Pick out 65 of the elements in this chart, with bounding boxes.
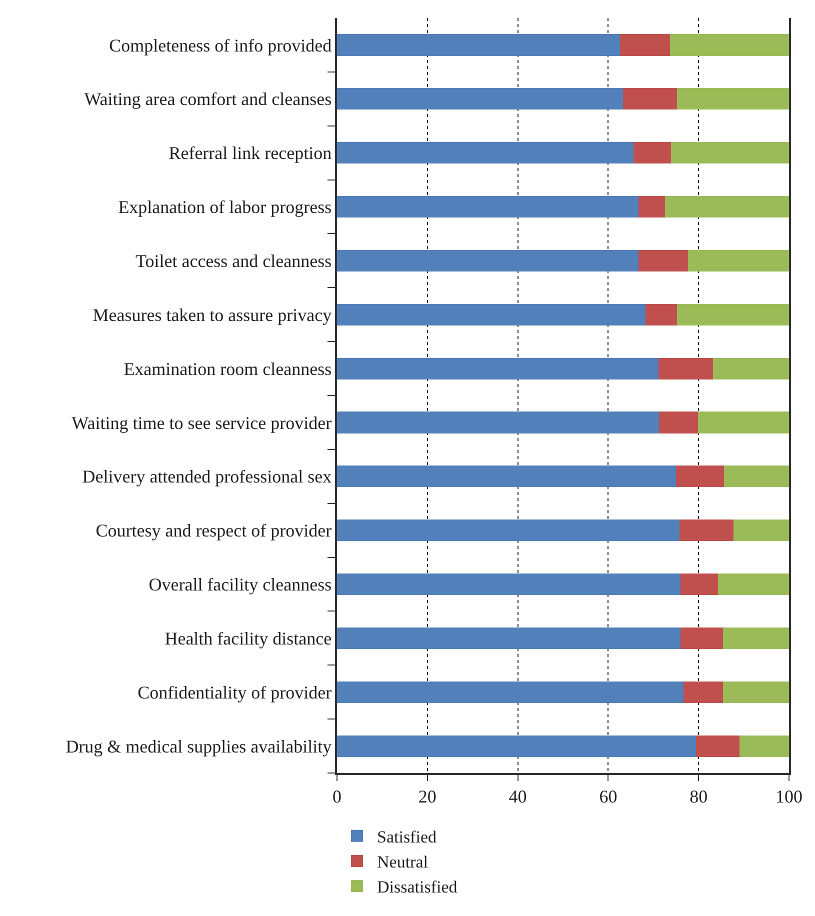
y-tick-label: Drug & medical supplies availability bbox=[66, 736, 332, 756]
bar bbox=[718, 573, 789, 596]
bar bbox=[680, 627, 724, 649]
y-tick-label: Referral link reception bbox=[168, 143, 332, 164]
x-tick-label: 100 bbox=[776, 786, 802, 806]
bar bbox=[676, 466, 724, 488]
y-tick-label: Waiting area comfort and cleanses bbox=[84, 89, 332, 110]
y-tick-label: Completeness of info provided bbox=[109, 35, 332, 56]
x-tick-label: 0 bbox=[332, 786, 342, 806]
legend-label: Satisfied bbox=[377, 827, 437, 846]
bar bbox=[724, 466, 789, 488]
bar bbox=[638, 196, 666, 218]
bar bbox=[688, 250, 789, 272]
bar bbox=[620, 34, 670, 56]
legend-label: Dissatisfied bbox=[377, 878, 458, 897]
bar bbox=[658, 412, 698, 434]
bar bbox=[337, 196, 638, 218]
bar bbox=[658, 358, 714, 380]
y-tick-label: Courtesy and respect of provider bbox=[96, 520, 332, 541]
bar bbox=[623, 88, 677, 110]
bar bbox=[713, 358, 789, 380]
bar bbox=[337, 358, 658, 380]
y-tick-label: Delivery attended professional sex bbox=[82, 466, 332, 487]
bar bbox=[337, 88, 624, 110]
y-tick-label: Health facility distance bbox=[164, 628, 332, 648]
x-tick-label: 20 bbox=[418, 786, 436, 806]
bar bbox=[337, 735, 696, 757]
bar bbox=[698, 412, 789, 434]
bar bbox=[645, 304, 677, 326]
bar bbox=[680, 520, 734, 542]
x-tick-label: 40 bbox=[508, 786, 527, 806]
bar bbox=[337, 573, 681, 596]
bar bbox=[676, 304, 789, 326]
bar bbox=[337, 466, 676, 488]
x-tick-label: 60 bbox=[599, 786, 618, 806]
bar bbox=[337, 34, 620, 56]
bar bbox=[634, 142, 672, 164]
bar bbox=[676, 88, 789, 110]
bar bbox=[337, 250, 638, 272]
y-tick-label: Explanation of labor progress bbox=[118, 197, 332, 218]
bar bbox=[665, 196, 789, 218]
bar bbox=[684, 681, 724, 703]
y-tick-label: Examination room cleanness bbox=[124, 358, 332, 379]
bar bbox=[733, 520, 789, 542]
y-tick-label: Confidentiality of provider bbox=[138, 682, 332, 702]
bar bbox=[337, 412, 659, 434]
bar bbox=[739, 735, 789, 757]
bar bbox=[680, 573, 718, 596]
y-tick-label: Waiting time to see service provider bbox=[72, 412, 332, 433]
bar bbox=[337, 520, 680, 542]
bar bbox=[670, 34, 789, 56]
bar bbox=[337, 142, 634, 164]
y-tick-label: Toilet access and cleanness bbox=[135, 250, 332, 271]
bar bbox=[337, 681, 684, 703]
x-tick-label: 80 bbox=[690, 786, 708, 806]
bar bbox=[337, 627, 681, 649]
bar bbox=[696, 735, 740, 757]
bar bbox=[723, 627, 789, 649]
bar bbox=[337, 304, 646, 326]
y-tick-label: Overall facility cleanness bbox=[148, 574, 332, 595]
legend-label: Neutral bbox=[377, 852, 428, 872]
y-tick-label: Measures taken to assure privacy bbox=[92, 304, 332, 325]
bar bbox=[723, 681, 789, 703]
bar bbox=[671, 142, 789, 164]
bar bbox=[638, 250, 688, 272]
